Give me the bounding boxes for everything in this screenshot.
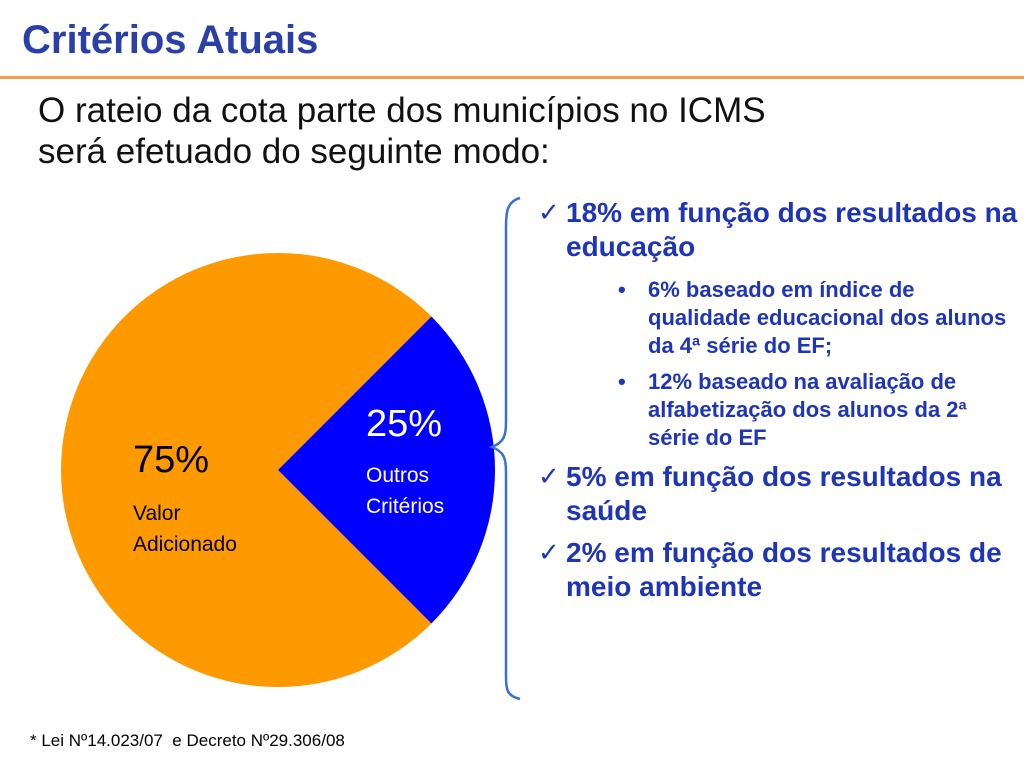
criteria-list: ✓ 18% em função dos resultados na educaç… <box>538 196 1018 612</box>
criteria-subitem-text: 12% baseado na avaliação de alfabetizaçã… <box>648 369 967 450</box>
pie-slice <box>61 253 432 688</box>
page-subtitle: O rateio da cota parte dos municípios no… <box>38 90 938 172</box>
criteria-item-text: 2% em função dos resultados de meio ambi… <box>566 537 1002 602</box>
pie-slice-label: Critérios <box>366 495 444 518</box>
check-icon: ✓ <box>538 538 560 568</box>
criteria-subitem-text: 6% baseado em índice de qualidade educac… <box>648 277 1007 358</box>
subtitle-line-1: O rateio da cota parte dos municípios no… <box>38 91 766 130</box>
criteria-item: ✓ 5% em função dos resultados na saúde <box>538 460 1018 528</box>
check-icon: ✓ <box>538 198 560 228</box>
bullet-icon: • <box>618 369 626 394</box>
criteria-subitem: • 6% baseado em índice de qualidade educ… <box>566 276 1018 360</box>
check-icon: ✓ <box>538 462 560 492</box>
footnote: * Lei Nº14.023/07 e Decreto Nº29.306/08 <box>30 731 345 750</box>
criteria-item-text: 18% em função dos resultados na educação <box>566 197 1018 262</box>
title-divider <box>0 76 1024 79</box>
pie-slice-label: Outros <box>366 464 429 487</box>
pie-slice-percent-label: 25% <box>366 403 442 445</box>
pie-slice-percent-label: 75% <box>133 439 209 481</box>
pie-slice-label: Adicionado <box>133 533 237 556</box>
page-title: Critérios Atuais <box>22 18 319 62</box>
criteria-subitems: • 6% baseado em índice de qualidade educ… <box>566 276 1018 452</box>
criteria-item-text: 5% em função dos resultados na saúde <box>566 461 1002 526</box>
criteria-item: ✓ 18% em função dos resultados na educaç… <box>538 196 1018 452</box>
pie-slice <box>278 316 495 624</box>
criteria-subitem: • 12% baseado na avaliação de alfabetiza… <box>566 368 1018 452</box>
bullet-icon: • <box>618 277 626 302</box>
pie-slice-label: Valor <box>133 502 180 525</box>
subtitle-line-2: será efetuado do seguinte modo: <box>38 132 550 171</box>
criteria-item: ✓ 2% em função dos resultados de meio am… <box>538 536 1018 604</box>
